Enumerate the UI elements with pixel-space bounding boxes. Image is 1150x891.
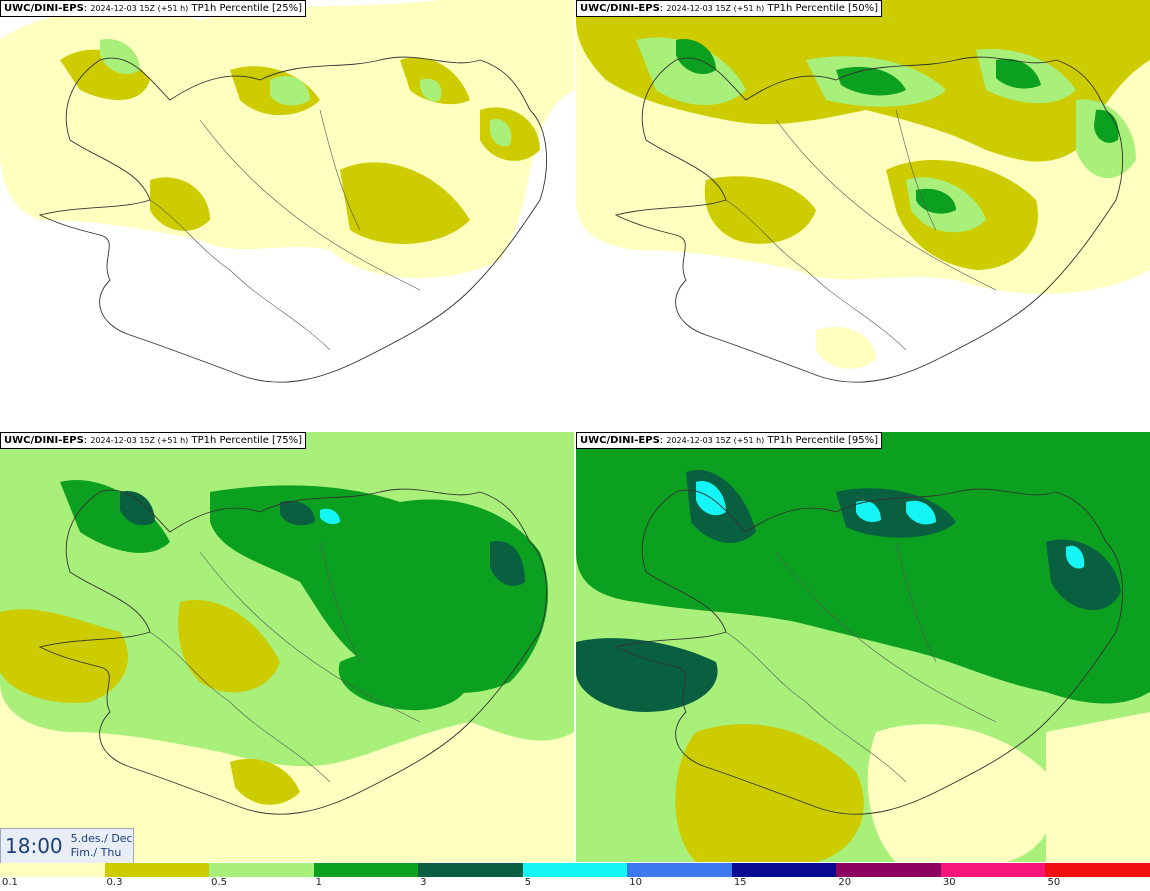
- color-swatch-10: [1045, 863, 1150, 877]
- color-swatch-5: [522, 863, 628, 877]
- run-time: 2024-12-03 15Z (+51 h): [90, 436, 189, 445]
- tick-label-2: 0.5: [211, 877, 227, 888]
- map-svg-95: [576, 432, 1150, 862]
- color-swatch-2: [209, 863, 314, 877]
- valid-time-box: 18:00 5.des./ Dec Fim./ Thu: [0, 828, 134, 864]
- run-time: 2024-12-03 15Z (+51 h): [90, 4, 189, 13]
- map-svg-75: [0, 432, 574, 862]
- field-name: TP1h Percentile [95%]: [767, 435, 879, 446]
- panel-title-75: UWC/DINI-EPS: 2024-12-03 15Z (+51 h) TP1…: [0, 432, 307, 449]
- map-svg-50: [576, 0, 1150, 430]
- model-name: UWC/DINI-EPS: [580, 435, 660, 446]
- valid-date: 5.des./ Dec Fim./ Thu: [71, 832, 133, 860]
- tick-label-1: 0.3: [106, 877, 123, 888]
- tick-label-9: 30: [942, 877, 956, 888]
- run-time: 2024-12-03 15Z (+51 h): [666, 4, 765, 13]
- color-swatch-8: [836, 863, 941, 877]
- map-panel-25: UWC/DINI-EPS: 2024-12-03 15Z (+51 h) TP1…: [0, 0, 574, 430]
- panel-title-50: UWC/DINI-EPS: 2024-12-03 15Z (+51 h) TP1…: [576, 0, 883, 17]
- horizontal-divider: [0, 430, 1150, 432]
- color-swatch-3: [313, 863, 419, 877]
- panel-title-95: UWC/DINI-EPS: 2024-12-03 15Z (+51 h) TP1…: [576, 432, 883, 449]
- tick-label-7: 15: [733, 877, 747, 888]
- field-name: TP1h Percentile [25%]: [191, 3, 303, 14]
- field-name: TP1h Percentile [50%]: [767, 3, 879, 14]
- color-swatch-9: [940, 863, 1046, 877]
- run-time: 2024-12-03 15Z (+51 h): [666, 436, 765, 445]
- tick-label-8: 20: [838, 877, 852, 888]
- tick-label-3: 1: [315, 877, 322, 888]
- map-panel-75: UWC/DINI-EPS: 2024-12-03 15Z (+51 h) TP1…: [0, 432, 574, 862]
- tick-label-5: 5: [524, 877, 532, 888]
- field-name: TP1h Percentile [75%]: [191, 435, 303, 446]
- map-panel-50: UWC/DINI-EPS: 2024-12-03 15Z (+51 h) TP1…: [576, 0, 1150, 430]
- color-swatch-4: [418, 863, 523, 877]
- tick-label-4: 3: [420, 877, 427, 888]
- tick-label-6: 10: [629, 877, 642, 888]
- color-swatch-0: [0, 863, 105, 877]
- map-panel-95: UWC/DINI-EPS: 2024-12-03 15Z (+51 h) TP1…: [576, 432, 1150, 862]
- valid-time: 18:00: [5, 834, 63, 858]
- map-svg-25: [0, 0, 574, 430]
- model-name: UWC/DINI-EPS: [580, 3, 660, 14]
- color-swatch-7: [731, 863, 837, 877]
- tick-label-10: 50: [1047, 877, 1061, 888]
- model-name: UWC/DINI-EPS: [4, 435, 84, 446]
- valid-date-line: 5.des./ Dec: [70, 832, 133, 845]
- color-swatch-6: [627, 863, 732, 877]
- tick-label-0: 0.1: [2, 877, 18, 888]
- color-swatch-1: [104, 863, 210, 877]
- color-scale-bar: [0, 863, 1150, 877]
- panel-title-25: UWC/DINI-EPS: 2024-12-03 15Z (+51 h) TP1…: [0, 0, 307, 17]
- model-name: UWC/DINI-EPS: [4, 3, 84, 14]
- color-scale-ticks: 0.1 0.3 0.5 1 3 5 10 15 20 30 50: [0, 877, 1150, 891]
- valid-day-line: Fim./ Thu: [70, 846, 122, 859]
